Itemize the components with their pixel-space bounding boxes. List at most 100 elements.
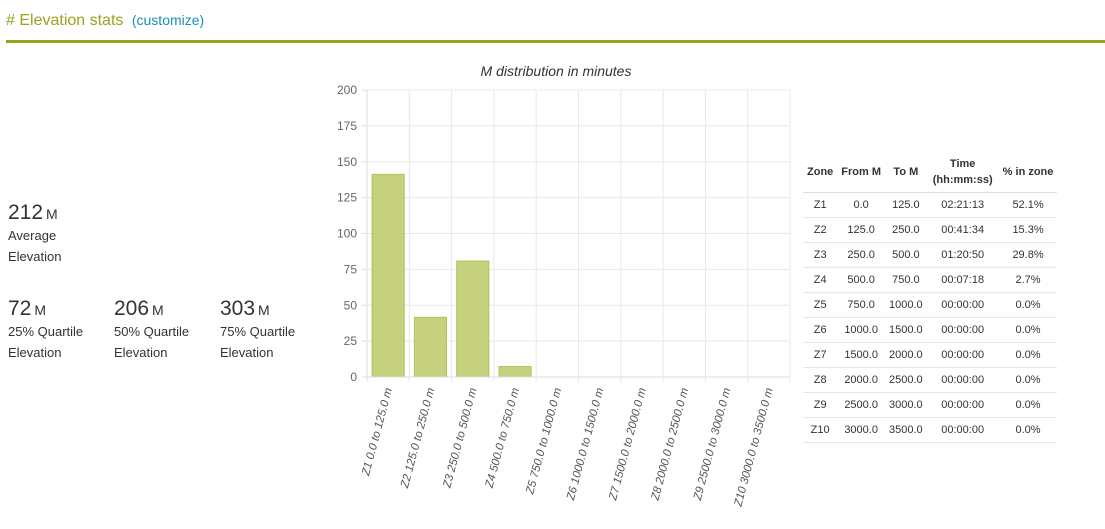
y-tick-label: 125 — [337, 191, 357, 205]
stat-unit: M — [258, 302, 270, 318]
table-row: Z3 250.0 500.0 01:20:50 29.8% — [803, 242, 1058, 268]
x-tick-label: Z7 1500.0 to 2000.0 m — [607, 386, 649, 502]
table-row: Z5 750.0 1000.0 00:00:00 0.0% — [803, 292, 1058, 318]
section-header: # Elevation stats (customize) — [6, 12, 1105, 43]
table-cell: 125.0 — [885, 192, 927, 218]
x-tick-label: Z6 1000.0 to 1500.0 m — [565, 386, 607, 502]
chart-title: M distribution in minutes — [481, 63, 632, 79]
table-cell: 1500.0 — [885, 317, 927, 343]
col-header-zone: Zone — [803, 152, 838, 193]
stat-value: 72 — [8, 297, 32, 320]
y-tick-label: 25 — [344, 334, 358, 348]
table-cell: 750.0 — [885, 267, 927, 293]
x-tick-label: Z9 2500.0 to 3000.0 m — [692, 386, 734, 502]
stat-label: 25% Quartile — [8, 324, 84, 339]
bar[interactable] — [498, 366, 532, 378]
bar[interactable] — [371, 173, 405, 378]
bar[interactable] — [456, 260, 490, 378]
table-cell: Z8 — [803, 367, 838, 393]
table-cell: Z6 — [803, 317, 838, 343]
customize-link[interactable]: (customize) — [131, 12, 205, 28]
stat-label: 75% Quartile — [220, 324, 296, 339]
y-tick-label: 200 — [337, 83, 357, 97]
table-cell: 2000.0 — [885, 342, 927, 368]
y-tick-label: 0 — [350, 370, 357, 384]
table-cell: 250.0 — [885, 217, 927, 243]
table-cell: 2.7% — [998, 267, 1058, 293]
x-tick-label: Z1 0.0 to 125.0 m — [360, 386, 395, 478]
table-cell: Z10 — [803, 417, 838, 443]
stat-value: 303 — [220, 297, 256, 320]
table-cell: Z3 — [803, 242, 838, 268]
x-tick-label: Z3 250.0 to 500.0 m — [441, 386, 480, 490]
table-row: Z1 0.0 125.0 02:21:13 52.1% — [803, 192, 1058, 218]
elevation-distribution-chart: M distribution in minutes 0 25 50 75 100 125 1… — [337, 63, 791, 509]
table-cell: 500.0 — [837, 267, 886, 293]
table-cell: Z7 — [803, 342, 838, 368]
table-cell: 0.0% — [998, 367, 1058, 393]
col-header-time: Time (hh:mm:ss) — [926, 152, 999, 193]
bar[interactable] — [413, 316, 448, 378]
stat-unit: M — [34, 302, 47, 318]
x-axis: Z1 0.0 to 125.0 m Z2 125.0 to 250.0 m Z3 2… — [360, 376, 790, 509]
x-tick-label: Z10 3000.0 to 3500.0 m — [732, 386, 776, 508]
table-cell: 29.8% — [998, 242, 1058, 268]
table-cell: 0.0% — [998, 342, 1058, 368]
section-title: # Elevation stats — [6, 12, 124, 29]
table-cell: 00:00:00 — [926, 292, 999, 318]
table-cell: 0.0% — [998, 292, 1058, 318]
table-cell: Z9 — [803, 392, 838, 418]
table-cell: 52.1% — [998, 192, 1058, 218]
col-header-to: To M — [885, 152, 927, 193]
table-cell: 00:00:00 — [926, 417, 999, 443]
y-tick-label: 150 — [337, 155, 357, 169]
table-row: Z4 500.0 750.0 00:07:18 2.7% — [803, 267, 1058, 293]
table-cell: 15.3% — [998, 217, 1058, 243]
stat-label: Elevation — [114, 345, 168, 360]
table-cell: 00:00:00 — [926, 367, 999, 393]
table-cell: 0.0 — [837, 192, 886, 218]
table-row: Z8 2000.0 2500.0 00:00:00 0.0% — [803, 367, 1058, 393]
table-cell: 750.0 — [837, 292, 886, 318]
table-cell: 2000.0 — [837, 367, 886, 393]
stat-label: Average — [8, 228, 57, 243]
table-cell: 250.0 — [837, 242, 886, 268]
stat-unit: M — [46, 206, 58, 222]
table-cell: 3000.0 — [885, 392, 927, 418]
y-axis: 0 25 50 75 100 125 150 175 200 — [337, 83, 368, 384]
stat-value: 212 — [8, 201, 44, 224]
table-cell: 0.0% — [998, 417, 1058, 443]
stat-label: 50% Quartile — [114, 324, 190, 339]
table-cell: 2500.0 — [837, 392, 886, 418]
bars — [371, 173, 532, 378]
y-tick-label: 50 — [344, 298, 358, 312]
table-row: Z7 1500.0 2000.0 00:00:00 0.0% — [803, 342, 1058, 368]
table-row: Z9 2500.0 3000.0 00:00:00 0.0% — [803, 392, 1058, 418]
table-row: Z6 1000.0 1500.0 00:00:00 0.0% — [803, 317, 1058, 343]
x-tick-label: Z5 750.0 to 1000.0 m — [524, 386, 564, 496]
table-cell: 1000.0 — [885, 292, 927, 318]
x-tick-label: Z8 2000.0 to 2500.0 m — [649, 386, 691, 502]
y-tick-label: 75 — [344, 262, 358, 276]
table-row: Z10 3000.0 3500.0 00:00:00 0.0% — [803, 417, 1058, 443]
table-cell: 3500.0 — [885, 417, 927, 443]
y-tick-label: 175 — [337, 119, 357, 133]
y-tick-label: 100 — [337, 227, 357, 241]
table-cell: 0.0% — [998, 392, 1058, 418]
chart-grid — [366, 89, 791, 382]
table-cell: 1000.0 — [837, 317, 886, 343]
table-cell: 0.0% — [998, 317, 1058, 343]
stat-average-elevation: 212 M Average Elevation — [8, 201, 61, 267]
table-cell: 125.0 — [837, 217, 886, 243]
table-cell: 2500.0 — [885, 367, 927, 393]
stat-label: Elevation — [8, 345, 62, 360]
zones-table: Zone From M To M Time (hh:mm:ss) % in zo… — [803, 152, 1058, 443]
table-cell: 1500.0 — [837, 342, 886, 368]
stat-label: Elevation — [220, 345, 274, 360]
table-cell: 00:00:00 — [926, 317, 999, 343]
zones-table-body: Z1 0.0 125.0 02:21:13 52.1% Z2 125.0 250.0 00:41… — [803, 192, 1058, 443]
table-row: Z2 125.0 250.0 00:41:34 15.3% — [803, 217, 1058, 243]
table-cell: Z1 — [803, 192, 838, 218]
table-cell: 3000.0 — [837, 417, 886, 443]
stat-label: Elevation — [8, 249, 62, 264]
